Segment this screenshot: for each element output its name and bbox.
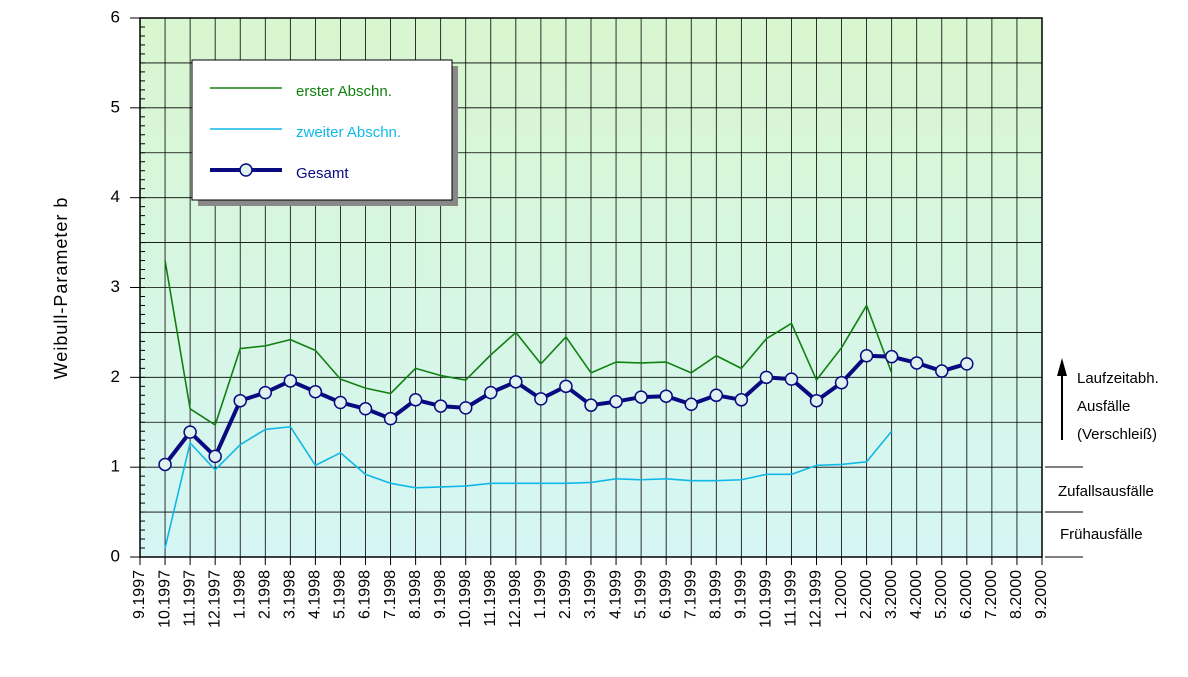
annotation: Laufzeitabh. <box>1077 370 1159 387</box>
marker <box>333 395 348 410</box>
series-line <box>164 260 893 426</box>
x-tick-label: 11.1999 <box>783 570 800 627</box>
y-tick-label: 6 <box>111 7 120 26</box>
x-tick-label: 2.2000 <box>858 570 875 619</box>
marker <box>158 457 172 472</box>
marker <box>884 349 899 364</box>
annotation: (Verschleiß) <box>1077 426 1157 443</box>
marker <box>609 394 623 409</box>
x-tick-label: 9.1997 <box>131 570 148 619</box>
x-tick-label: 9.1998 <box>432 570 449 619</box>
x-tick-label: 4.2000 <box>908 570 925 619</box>
legend-marker <box>239 163 253 177</box>
x-tick-label: 12.1999 <box>808 570 825 628</box>
y-axis-label: Weibull-Parameter b <box>51 197 71 380</box>
x-tick-label: 11.1997 <box>181 570 198 627</box>
marker <box>233 393 247 408</box>
legend-label: erster Abschn. <box>296 83 392 100</box>
x-tick-label: 6.1999 <box>657 570 674 619</box>
x-tick-label: 9.1999 <box>733 570 750 619</box>
x-tick-label: 4.1998 <box>307 570 324 619</box>
x-tick-label: 6.1998 <box>357 570 374 619</box>
marker <box>809 393 824 408</box>
x-tick-label: 2.1998 <box>256 570 273 619</box>
x-tick-label: 8.1998 <box>407 570 424 619</box>
x-tick-label: 1.1998 <box>231 570 248 619</box>
marker <box>408 393 423 407</box>
marker <box>308 384 323 399</box>
marker <box>208 449 222 464</box>
y-tick-label: 1 <box>111 457 120 476</box>
lines <box>158 260 974 549</box>
marker <box>534 392 548 406</box>
y-tick-label: 4 <box>111 187 120 206</box>
series-line <box>164 425 893 549</box>
x-tick-label: 10.1997 <box>156 570 173 628</box>
marker <box>909 356 924 370</box>
x-tick-label: 7.1998 <box>382 570 399 619</box>
marker <box>458 401 473 415</box>
legend-label: zweiter Abschn. <box>296 124 401 141</box>
x-tick-label: 12.1998 <box>507 570 524 628</box>
x-tick-label: 5.1999 <box>632 570 649 619</box>
x-tick-label: 7.2000 <box>983 570 1000 619</box>
x-tick-label: 12.1997 <box>206 570 223 628</box>
marker <box>935 364 949 378</box>
legend-entries: erster Abschn. zweiter Abschn. Gesamt <box>210 83 401 182</box>
legend-label: Gesamt <box>296 165 349 182</box>
annotation: Zufallsausfälle <box>1058 483 1154 500</box>
marker <box>258 385 273 400</box>
marker <box>834 375 849 390</box>
x-tick-label: 5.2000 <box>933 570 950 619</box>
marker <box>859 349 874 363</box>
x-tick-label: 2.1999 <box>557 570 574 619</box>
marker <box>684 397 698 412</box>
marker <box>433 399 448 413</box>
marker <box>484 385 498 400</box>
x-tick-label: 6.2000 <box>958 570 975 619</box>
x-tick-label: 3.1999 <box>582 570 599 619</box>
marker <box>584 398 598 412</box>
x-tick-label: 7.1999 <box>682 570 699 619</box>
legend <box>191 59 453 201</box>
arrow-head <box>1057 358 1067 376</box>
x-tick-label: 9.2000 <box>1033 570 1050 619</box>
marker <box>283 374 298 388</box>
x-tick-label: 3.2000 <box>883 570 900 619</box>
marker <box>960 357 974 371</box>
x-tick-label: 5.1998 <box>332 570 349 619</box>
marker <box>358 402 373 416</box>
x-tick-label: 8.2000 <box>1008 570 1025 619</box>
marker <box>634 390 648 404</box>
y-tick-label: 3 <box>111 277 120 296</box>
annotation: Frühausfälle <box>1060 526 1143 543</box>
x-tick-label: 4.1999 <box>607 570 624 619</box>
marker <box>559 379 573 394</box>
x-tick-label: 10.1998 <box>457 570 474 628</box>
marker <box>659 389 673 403</box>
marker <box>734 393 749 407</box>
y-tick-label: 0 <box>111 546 120 565</box>
x-tick-label: 3.1998 <box>282 570 299 619</box>
x-tick-label: 1.1999 <box>532 570 549 619</box>
y-tick-label: 5 <box>111 97 120 116</box>
y-tick-label: 2 <box>111 367 120 386</box>
marker <box>383 411 398 426</box>
marker <box>509 375 523 389</box>
marker <box>183 425 197 439</box>
marker <box>784 372 799 386</box>
x-tick-label: 10.1999 <box>758 570 775 628</box>
marker <box>709 388 724 403</box>
marker <box>759 370 774 385</box>
annotation: Ausfälle <box>1077 398 1130 415</box>
x-tick-label: 1.2000 <box>833 570 850 619</box>
x-tick-label: 8.1999 <box>707 570 724 619</box>
x-tick-label: 11.1998 <box>482 570 499 627</box>
